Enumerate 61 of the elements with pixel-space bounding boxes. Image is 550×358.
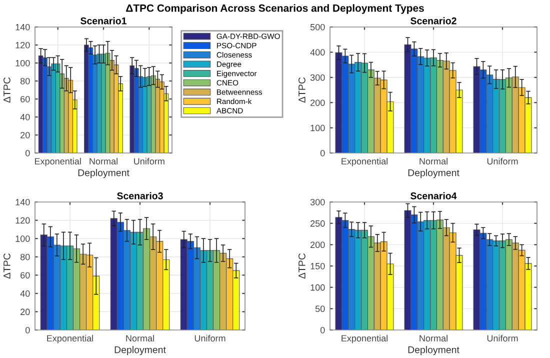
y-tick-label: 100 (16, 236, 30, 242)
y-tick-label: 20 (20, 132, 30, 138)
x-axis-title: Deployment (408, 346, 460, 356)
text: ΔTPC Comparison Across Scenarios and Deployment Types (126, 4, 424, 14)
y-axis-title: ΔTPC (298, 77, 306, 103)
y-tick-label: 400 (310, 49, 325, 56)
bar (155, 78, 160, 153)
chart-title: Scenario3 (117, 192, 163, 200)
x-axis-title: Deployment (408, 169, 460, 178)
y-tick-label: 120 (16, 42, 30, 48)
bar (42, 57, 48, 153)
y-tick-label: 140 (16, 24, 30, 30)
x-tick-label: Normal (90, 158, 118, 164)
y-axis-title: ΔTPC (298, 253, 306, 279)
x-tick-label: Normal (420, 158, 448, 164)
x-tick-label: Uniform (487, 334, 518, 342)
bar (68, 80, 74, 153)
y-tick-label: 0 (25, 326, 30, 334)
y-tick-label: 40 (20, 290, 30, 297)
bar (101, 54, 106, 153)
x-tick-label: Normal (126, 334, 154, 342)
y-tick-label: 100 (16, 60, 30, 66)
y-axis-title: ΔTPC (3, 77, 10, 103)
y-tick-label: 20 (20, 308, 30, 316)
y-tick-label: 150 (310, 262, 325, 270)
x-tick-label: Normal (420, 334, 448, 342)
y-tick-label: 50 (315, 306, 325, 312)
y-tick-label: 0 (320, 150, 325, 156)
chart-title: Scenario1 (80, 17, 126, 24)
x-tick-label: Uniform (487, 158, 518, 164)
y-tick-label: 0 (25, 150, 30, 156)
bar (130, 65, 135, 153)
x-axis-title: Deployment (114, 346, 166, 356)
bar (146, 76, 152, 153)
y-tick-label: 60 (20, 272, 30, 279)
y-tick-label: 200 (310, 100, 325, 106)
y-tick-label: 40 (20, 114, 30, 120)
x-tick-label: Exponential (34, 158, 81, 166)
x-tick-label: Uniform (134, 158, 164, 164)
bar (84, 44, 89, 153)
y-tick-label: 0 (320, 326, 325, 334)
x-tick-label: Uniform (194, 334, 226, 342)
y-tick-label: 250 (310, 220, 325, 227)
y-tick-label: 500 (310, 24, 325, 30)
x-tick-label: Exponential (342, 334, 388, 344)
y-tick-label: 100 (310, 124, 325, 132)
y-tick-label: 140 (16, 198, 30, 206)
y-tick-label: 300 (310, 198, 325, 206)
x-axis-title: Deployment (78, 169, 130, 178)
x-tick-label: Exponential (47, 334, 93, 344)
y-tick-label: 200 (310, 242, 325, 248)
x-tick-label: Exponential (342, 158, 388, 166)
chart-title: Scenario4 (410, 192, 457, 200)
y-tick-label: 80 (20, 254, 30, 260)
y-tick-label: 300 (310, 74, 325, 81)
y-axis-title: ΔTPC (3, 253, 10, 279)
y-tick-label: 120 (16, 217, 30, 224)
y-tick-label: 80 (20, 78, 30, 84)
y-tick-label: 100 (310, 284, 325, 291)
y-tick-label: 60 (20, 96, 30, 102)
chart-title: Scenario2 (410, 17, 456, 24)
